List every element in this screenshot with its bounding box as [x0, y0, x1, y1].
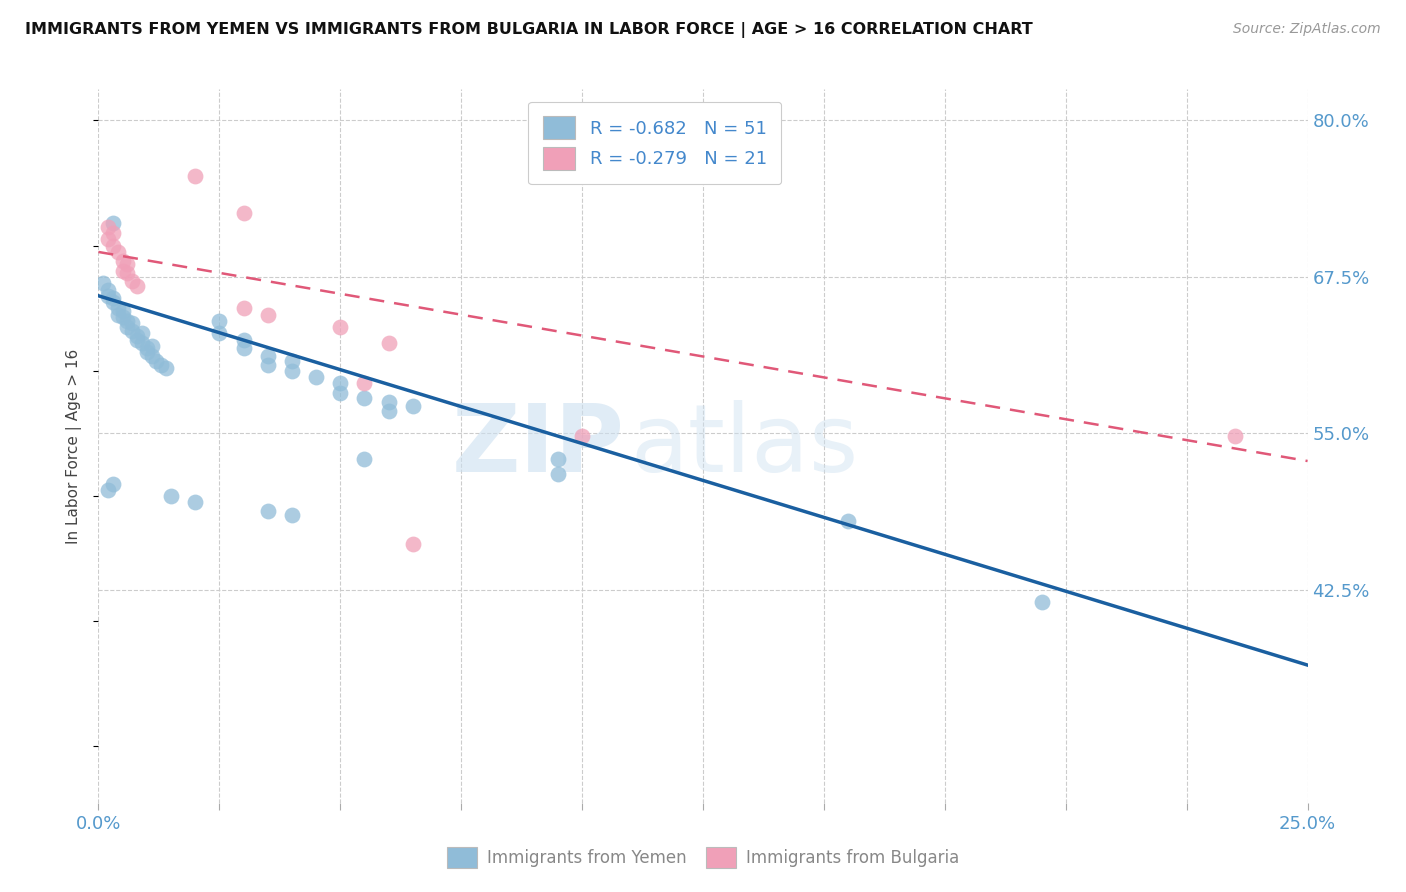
Point — [111, 303, 134, 318]
Point — [101, 476, 124, 491]
Point — [145, 354, 167, 368]
Point — [1031, 595, 1053, 609]
Point — [232, 333, 254, 347]
Point — [281, 508, 304, 522]
Point — [232, 206, 254, 220]
Point — [101, 291, 124, 305]
Point — [377, 404, 399, 418]
Point — [97, 483, 120, 497]
Point — [91, 277, 114, 291]
Point — [117, 266, 139, 280]
Point — [232, 342, 254, 356]
Point — [402, 536, 425, 550]
Point — [127, 278, 149, 293]
Y-axis label: In Labor Force | Age > 16: In Labor Force | Age > 16 — [66, 349, 83, 543]
Point — [329, 386, 352, 401]
Point — [107, 244, 129, 259]
Point — [97, 219, 120, 234]
Point — [160, 489, 183, 503]
Point — [155, 361, 177, 376]
Point — [111, 310, 134, 324]
Point — [150, 358, 173, 372]
Point — [117, 257, 139, 271]
Point — [121, 316, 143, 330]
Text: IMMIGRANTS FROM YEMEN VS IMMIGRANTS FROM BULGARIA IN LABOR FORCE | AGE > 16 CORR: IMMIGRANTS FROM YEMEN VS IMMIGRANTS FROM… — [25, 22, 1033, 38]
Point — [281, 354, 304, 368]
Point — [141, 349, 163, 363]
Legend: Immigrants from Yemen, Immigrants from Bulgaria: Immigrants from Yemen, Immigrants from B… — [439, 838, 967, 877]
Point — [232, 301, 254, 316]
Point — [135, 345, 157, 359]
Point — [256, 504, 278, 518]
Point — [121, 274, 143, 288]
Point — [377, 395, 399, 409]
Point — [117, 314, 139, 328]
Point — [547, 467, 569, 481]
Point — [97, 283, 120, 297]
Text: atlas: atlas — [630, 400, 859, 492]
Point — [329, 320, 352, 334]
Point — [97, 232, 120, 246]
Point — [101, 216, 124, 230]
Point — [107, 301, 129, 316]
Point — [208, 314, 231, 328]
Text: ZIP: ZIP — [451, 400, 624, 492]
Point — [107, 308, 129, 322]
Point — [131, 326, 153, 341]
Point — [111, 264, 134, 278]
Point — [184, 169, 207, 183]
Point — [256, 308, 278, 322]
Point — [101, 238, 124, 252]
Point — [127, 328, 149, 343]
Point — [184, 495, 207, 509]
Point — [141, 339, 163, 353]
Point — [377, 336, 399, 351]
Point — [256, 358, 278, 372]
Point — [281, 364, 304, 378]
Legend: R = -0.682   N = 51, R = -0.279   N = 21: R = -0.682 N = 51, R = -0.279 N = 21 — [529, 102, 782, 185]
Point — [117, 320, 139, 334]
Point — [402, 399, 425, 413]
Point — [101, 226, 124, 240]
Point — [837, 514, 859, 528]
Point — [111, 253, 134, 268]
Point — [353, 451, 375, 466]
Point — [305, 370, 328, 384]
Point — [135, 342, 157, 356]
Point — [1223, 429, 1246, 443]
Point — [547, 451, 569, 466]
Point — [101, 295, 124, 310]
Point — [256, 349, 278, 363]
Point — [121, 324, 143, 338]
Point — [329, 376, 352, 391]
Point — [127, 333, 149, 347]
Point — [208, 326, 231, 341]
Point — [353, 376, 375, 391]
Point — [131, 336, 153, 351]
Point — [97, 289, 120, 303]
Point — [353, 392, 375, 406]
Point — [571, 429, 593, 443]
Text: Source: ZipAtlas.com: Source: ZipAtlas.com — [1233, 22, 1381, 37]
